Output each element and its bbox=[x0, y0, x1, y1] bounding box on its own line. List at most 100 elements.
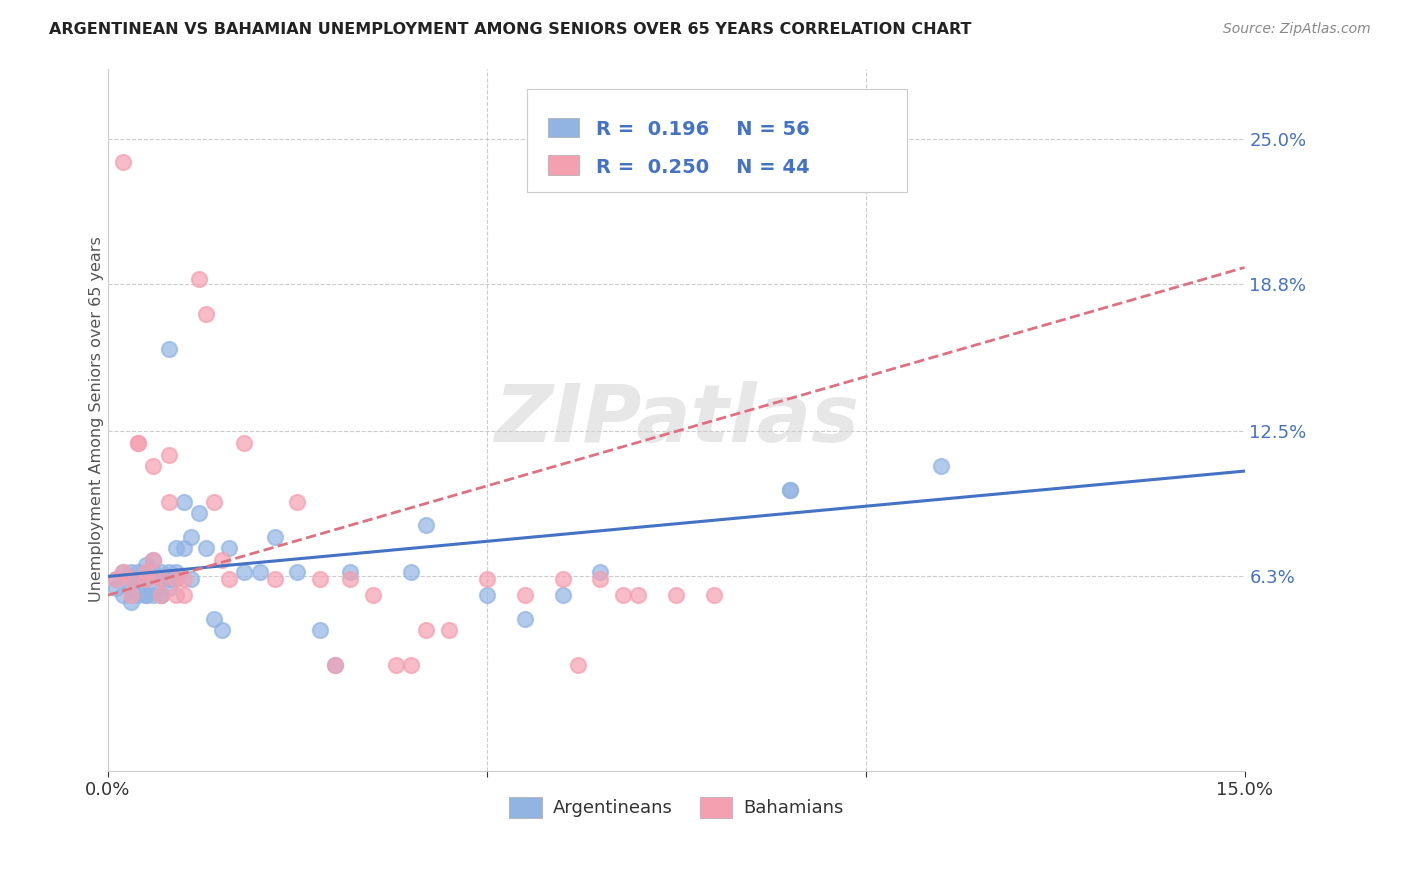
Point bbox=[202, 611, 225, 625]
Point bbox=[513, 588, 536, 602]
Point bbox=[385, 658, 408, 673]
Point bbox=[157, 343, 180, 357]
Point bbox=[323, 658, 346, 673]
Point bbox=[120, 572, 142, 586]
Point bbox=[323, 658, 346, 673]
Point bbox=[309, 624, 332, 638]
Point bbox=[120, 588, 142, 602]
Text: ZIPatlas: ZIPatlas bbox=[494, 381, 859, 458]
Point bbox=[589, 565, 612, 579]
Point bbox=[173, 494, 195, 508]
Point bbox=[589, 572, 612, 586]
Point bbox=[627, 588, 650, 602]
Point bbox=[187, 272, 209, 286]
Point bbox=[437, 624, 460, 638]
Point bbox=[339, 565, 361, 579]
Point bbox=[165, 541, 187, 556]
Y-axis label: Unemployment Among Seniors over 65 years: Unemployment Among Seniors over 65 years bbox=[90, 236, 104, 602]
Point bbox=[551, 588, 574, 602]
Point bbox=[551, 572, 574, 586]
Point bbox=[150, 565, 173, 579]
Point bbox=[165, 588, 187, 602]
Point bbox=[233, 436, 256, 450]
Point bbox=[165, 565, 187, 579]
Point bbox=[135, 588, 157, 602]
Point bbox=[218, 541, 240, 556]
Point bbox=[127, 576, 149, 591]
Point bbox=[112, 565, 135, 579]
Point bbox=[309, 572, 332, 586]
Point bbox=[173, 541, 195, 556]
Point bbox=[339, 572, 361, 586]
Point bbox=[779, 483, 801, 497]
Point bbox=[211, 624, 233, 638]
Point bbox=[399, 565, 422, 579]
Point bbox=[120, 595, 142, 609]
Point bbox=[127, 588, 149, 602]
Point bbox=[135, 572, 157, 586]
Point bbox=[249, 565, 271, 579]
Point bbox=[127, 436, 149, 450]
Text: R =  0.196    N = 56: R = 0.196 N = 56 bbox=[596, 120, 810, 139]
Point bbox=[157, 448, 180, 462]
Point bbox=[104, 572, 127, 586]
Point bbox=[263, 530, 285, 544]
Point bbox=[195, 307, 218, 321]
Point bbox=[187, 506, 209, 520]
Point bbox=[195, 541, 218, 556]
Point bbox=[475, 572, 498, 586]
Point bbox=[361, 588, 384, 602]
Text: Source: ZipAtlas.com: Source: ZipAtlas.com bbox=[1223, 22, 1371, 37]
Point bbox=[180, 572, 202, 586]
Point bbox=[150, 588, 173, 602]
Point bbox=[415, 517, 437, 532]
Point bbox=[150, 572, 173, 586]
Text: R =  0.250    N = 44: R = 0.250 N = 44 bbox=[596, 158, 810, 177]
Point bbox=[135, 558, 157, 572]
Point bbox=[104, 581, 127, 595]
Point bbox=[218, 572, 240, 586]
Point bbox=[142, 588, 165, 602]
Point bbox=[135, 565, 157, 579]
Point bbox=[211, 553, 233, 567]
Point bbox=[703, 588, 725, 602]
Point bbox=[142, 459, 165, 474]
Point bbox=[415, 624, 437, 638]
Point bbox=[150, 588, 173, 602]
Point bbox=[127, 565, 149, 579]
Point bbox=[475, 588, 498, 602]
Point bbox=[150, 572, 173, 586]
Point bbox=[112, 588, 135, 602]
Point bbox=[157, 565, 180, 579]
Point bbox=[120, 572, 142, 586]
Point bbox=[513, 611, 536, 625]
Point bbox=[233, 565, 256, 579]
Point bbox=[157, 572, 180, 586]
Point bbox=[142, 553, 165, 567]
Point bbox=[104, 572, 127, 586]
Legend: Argentineans, Bahamians: Argentineans, Bahamians bbox=[502, 789, 851, 825]
Point bbox=[142, 581, 165, 595]
Point bbox=[173, 588, 195, 602]
Point bbox=[612, 588, 634, 602]
Point bbox=[150, 588, 173, 602]
Point bbox=[142, 553, 165, 567]
Point bbox=[120, 581, 142, 595]
Point bbox=[180, 530, 202, 544]
Point bbox=[665, 588, 688, 602]
Point bbox=[287, 494, 309, 508]
Point bbox=[112, 155, 135, 169]
Point bbox=[165, 572, 187, 586]
Point bbox=[287, 565, 309, 579]
Point bbox=[135, 572, 157, 586]
Point bbox=[165, 572, 187, 586]
Point bbox=[173, 572, 195, 586]
Point bbox=[135, 565, 157, 579]
Point bbox=[157, 581, 180, 595]
Point bbox=[127, 436, 149, 450]
Point bbox=[931, 459, 953, 474]
Point bbox=[263, 572, 285, 586]
Point bbox=[779, 483, 801, 497]
Point bbox=[142, 565, 165, 579]
Point bbox=[112, 565, 135, 579]
